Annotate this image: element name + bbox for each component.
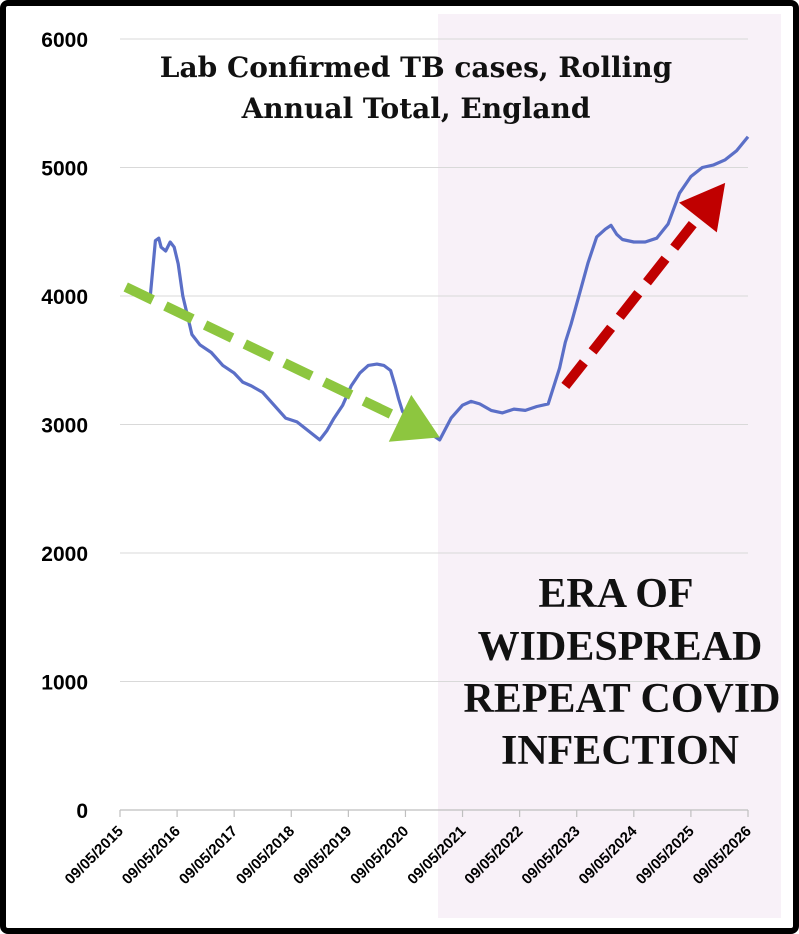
downward-trend-arrow-head	[388, 394, 440, 442]
upward-trend-arrow-shaft	[561, 214, 702, 390]
x-tick-label: 09/05/2019	[290, 823, 355, 888]
era-label-line-4: INFECTION	[501, 728, 739, 774]
era-label-line-1: ERA OF	[538, 571, 693, 617]
y-tick-label: 0	[76, 800, 88, 823]
chart-title-line-1: Lab Confirmed TB cases, Rolling	[160, 51, 672, 84]
y-tick-label: 3000	[41, 415, 88, 438]
y-tick-label: 1000	[41, 672, 88, 695]
downward-trend-arrow-shaft	[123, 282, 403, 423]
y-tick-label: 5000	[41, 158, 88, 181]
gridlines	[120, 38, 748, 811]
x-tick-label: 09/05/2020	[347, 823, 412, 888]
x-tick-label: 09/05/2018	[233, 823, 298, 888]
era-label-line-2: WIDESPREAD	[478, 624, 763, 670]
covid-era-shading	[437, 14, 781, 918]
x-tick-label: 09/05/2017	[176, 823, 241, 888]
x-tick-label: 09/05/2016	[119, 823, 184, 888]
chart-title-line-2: Annual Total, England	[241, 92, 591, 125]
upward-trend-arrow-head	[679, 182, 726, 233]
y-tick-label: 6000	[41, 29, 88, 52]
y-axis-ticks: 0 1000 2000 3000 4000 5000 6000	[41, 29, 88, 823]
y-tick-label: 4000	[41, 286, 88, 309]
x-tick-label: 09/05/2015	[62, 823, 127, 888]
era-label-line-3: REPEAT COVID	[464, 676, 781, 722]
y-tick-label: 2000	[41, 543, 88, 566]
